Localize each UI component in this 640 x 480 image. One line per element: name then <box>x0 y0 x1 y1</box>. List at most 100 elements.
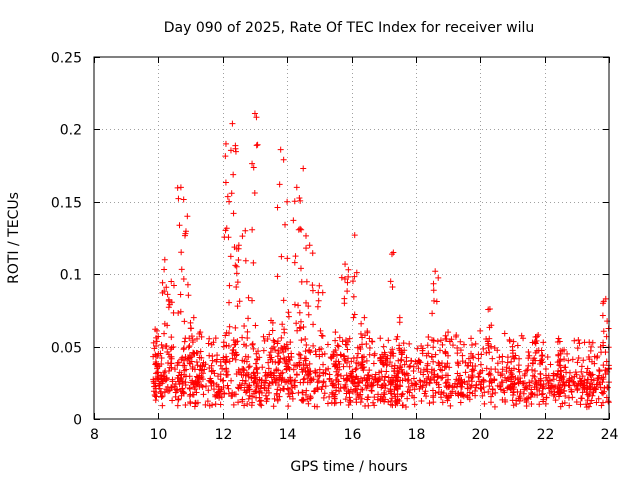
grid <box>94 57 609 419</box>
data-point <box>245 371 252 378</box>
data-point <box>387 359 394 366</box>
data-point <box>368 338 375 345</box>
data-point <box>521 372 528 379</box>
data-point <box>266 331 273 338</box>
data-point <box>516 368 523 375</box>
data-point <box>392 393 399 400</box>
data-point <box>584 365 591 372</box>
data-point <box>332 363 339 370</box>
data-point <box>423 393 430 400</box>
data-point <box>588 343 595 350</box>
data-point <box>207 378 214 385</box>
data-point <box>589 381 596 388</box>
data-point <box>394 333 401 340</box>
data-point <box>353 269 360 276</box>
data-point <box>432 351 439 358</box>
data-point <box>264 336 271 343</box>
data-point <box>189 337 196 344</box>
data-point <box>540 380 547 387</box>
data-point <box>262 392 269 399</box>
data-point <box>226 323 233 330</box>
data-point <box>201 366 208 373</box>
data-point <box>441 364 448 371</box>
data-point <box>274 396 281 403</box>
data-point <box>432 390 439 397</box>
data-point <box>159 393 166 400</box>
data-point <box>437 366 444 373</box>
data-point <box>235 245 242 252</box>
data-point <box>319 289 326 296</box>
data-point <box>317 327 324 334</box>
data-point <box>556 377 563 384</box>
data-point <box>338 274 345 281</box>
data-point <box>344 338 351 345</box>
data-point <box>350 374 357 381</box>
data-point <box>552 397 559 404</box>
data-point <box>596 366 603 373</box>
data-point <box>412 380 419 387</box>
data-point <box>153 338 160 345</box>
data-point <box>153 334 160 341</box>
y-axis-ticks: 0 0.05 0.1 0.15 0.2 0.25 <box>51 51 609 429</box>
data-point <box>346 373 353 380</box>
data-point <box>230 401 237 408</box>
data-point <box>253 388 260 395</box>
data-point <box>199 370 206 377</box>
data-point <box>322 366 329 373</box>
data-point <box>244 335 251 342</box>
data-point <box>168 334 175 341</box>
data-point <box>211 370 218 377</box>
data-point <box>366 345 373 352</box>
data-point <box>246 386 253 393</box>
data-point <box>504 354 511 361</box>
data-point <box>203 383 210 390</box>
data-point <box>285 353 292 360</box>
data-point <box>419 345 426 352</box>
data-point <box>213 358 220 365</box>
data-point <box>554 339 561 345</box>
data-point <box>320 379 327 386</box>
data-point <box>288 350 295 357</box>
data-point <box>392 381 399 388</box>
data-point <box>332 391 339 398</box>
data-point <box>499 358 506 365</box>
data-point <box>159 279 166 286</box>
data-point <box>309 282 316 289</box>
data-point <box>369 382 376 389</box>
data-point <box>407 363 414 370</box>
data-point <box>291 198 298 205</box>
data-point <box>241 358 248 365</box>
data-point <box>445 384 452 391</box>
data-point <box>298 226 305 233</box>
data-point <box>168 278 175 285</box>
data-point <box>371 394 378 401</box>
data-point <box>431 371 438 378</box>
x-tick-label: 8 <box>90 427 99 443</box>
data-point <box>357 330 364 337</box>
data-point <box>410 375 417 382</box>
data-point <box>200 391 207 398</box>
data-point <box>435 373 442 380</box>
data-point <box>273 375 280 382</box>
data-point <box>297 351 304 358</box>
data-point <box>181 318 188 325</box>
data-point <box>283 358 290 365</box>
data-point <box>547 361 554 368</box>
data-point <box>342 261 349 268</box>
data-point <box>525 362 532 369</box>
data-point <box>326 393 333 400</box>
data-point <box>305 311 312 318</box>
data-point <box>359 364 366 371</box>
data-point <box>158 354 165 361</box>
data-point <box>433 379 440 386</box>
data-point <box>602 349 609 356</box>
data-point <box>456 381 463 388</box>
data-point <box>349 378 356 385</box>
data-point <box>169 397 176 404</box>
data-point <box>295 302 302 309</box>
data-point <box>569 394 576 401</box>
data-point <box>210 367 217 374</box>
data-point <box>227 147 234 154</box>
data-point <box>187 325 194 332</box>
data-point <box>594 375 601 382</box>
